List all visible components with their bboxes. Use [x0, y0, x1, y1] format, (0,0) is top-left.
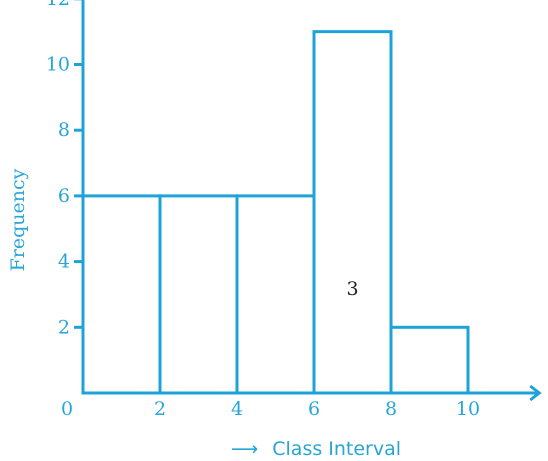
annotations-group: 3: [346, 278, 358, 300]
x-ticks-group: 0 2 4 6 8 10: [61, 398, 480, 420]
histogram-bar: [235, 194, 316, 395]
y-axis-title: Frequency: [7, 168, 29, 271]
bars-group: [81, 30, 470, 395]
x-axis-title-text: Class Interval: [272, 438, 401, 460]
axes-group: [81, 0, 542, 402]
histogram-bar: [389, 325, 470, 395]
histogram-bar: [158, 194, 239, 395]
histogram-bar: [312, 30, 393, 395]
y-tick-label: 8: [58, 119, 70, 141]
y-tick-label: 2: [58, 316, 70, 338]
x-tick-label: 4: [231, 398, 243, 420]
bar-annotation: 3: [346, 278, 358, 300]
y-tick-label: 4: [58, 251, 70, 273]
y-tick-label: 6: [58, 185, 70, 207]
x-tick-label: 2: [154, 398, 166, 420]
x-axis-title: ⟶ Class Interval: [231, 438, 401, 460]
x-tick-label: 10: [456, 398, 480, 420]
y-tick-label: 10: [46, 54, 70, 76]
y-ticks-group: 2 4 6 8 10 12: [46, 0, 83, 338]
x-tick-label: 0: [61, 398, 73, 420]
x-axis-arrowhead: [529, 384, 542, 402]
x-axis-title-arrow: ⟶: [231, 438, 258, 460]
x-tick-label: 6: [308, 398, 320, 420]
x-tick-label: 8: [385, 398, 397, 420]
histogram-bar: [81, 194, 162, 395]
y-tick-label: 12: [46, 0, 70, 10]
